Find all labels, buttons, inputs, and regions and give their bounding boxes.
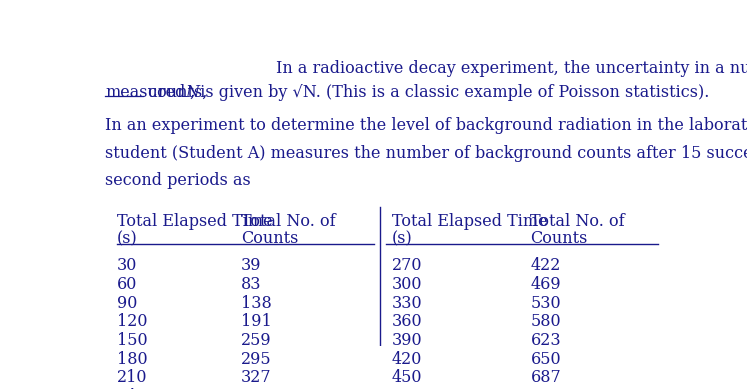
Text: counts,: counts, xyxy=(143,84,212,101)
Text: 30: 30 xyxy=(117,257,137,274)
Text: Total Elapsed Time: Total Elapsed Time xyxy=(391,213,547,230)
Text: N: N xyxy=(186,84,199,101)
Text: 270: 270 xyxy=(391,257,422,274)
Text: second periods as: second periods as xyxy=(105,172,251,189)
Text: 623: 623 xyxy=(530,332,561,349)
Text: 300: 300 xyxy=(391,276,422,293)
Text: 180: 180 xyxy=(117,350,147,368)
Text: 120: 120 xyxy=(117,313,147,330)
Text: 469: 469 xyxy=(530,276,561,293)
Text: 687: 687 xyxy=(530,369,561,386)
Text: 90: 90 xyxy=(117,294,137,312)
Text: Total Elapsed Time: Total Elapsed Time xyxy=(117,213,272,230)
Text: 138: 138 xyxy=(241,294,272,312)
Text: 327: 327 xyxy=(241,369,272,386)
Text: (s): (s) xyxy=(117,230,137,247)
Text: Counts: Counts xyxy=(241,230,298,247)
Text: 150: 150 xyxy=(117,332,147,349)
Text: 191: 191 xyxy=(241,313,272,330)
Text: (s): (s) xyxy=(391,230,412,247)
Text: 530: 530 xyxy=(530,294,561,312)
Text: 390: 390 xyxy=(391,332,422,349)
Text: 420: 420 xyxy=(391,350,422,368)
Text: 60: 60 xyxy=(117,276,137,293)
Text: 259: 259 xyxy=(241,332,272,349)
Text: Counts: Counts xyxy=(530,230,588,247)
Text: 450: 450 xyxy=(391,369,422,386)
Text: 83: 83 xyxy=(241,276,261,293)
Text: Total No. of: Total No. of xyxy=(241,213,335,230)
Text: 422: 422 xyxy=(530,257,561,274)
Text: measured: measured xyxy=(105,84,185,101)
Text: 295: 295 xyxy=(241,350,272,368)
Text: 373: 373 xyxy=(241,388,272,389)
Text: 650: 650 xyxy=(530,350,561,368)
Text: 580: 580 xyxy=(530,313,561,330)
Text: In a radioactive decay experiment, the uncertainty in a number of: In a radioactive decay experiment, the u… xyxy=(276,60,747,77)
Text: In an experiment to determine the level of background radiation in the laborator: In an experiment to determine the level … xyxy=(105,117,747,134)
Text: , is given by √N. (This is a classic example of Poisson statistics).: , is given by √N. (This is a classic exa… xyxy=(190,84,710,101)
Text: 39: 39 xyxy=(241,257,261,274)
Text: student (Student A) measures the number of background counts after 15 successive: student (Student A) measures the number … xyxy=(105,145,747,161)
Text: 240: 240 xyxy=(117,388,147,389)
Text: 330: 330 xyxy=(391,294,422,312)
Text: 210: 210 xyxy=(117,369,147,386)
Text: Total No. of: Total No. of xyxy=(530,213,625,230)
Text: 360: 360 xyxy=(391,313,422,330)
